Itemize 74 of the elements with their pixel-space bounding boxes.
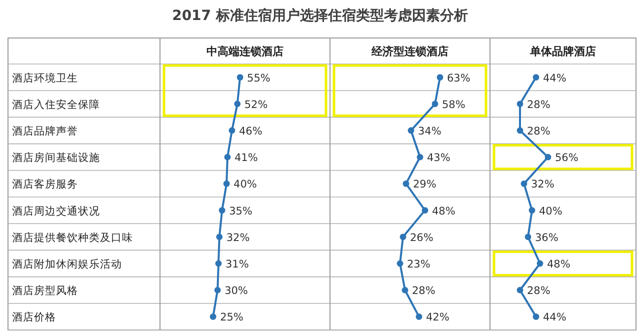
data-label: 28%: [527, 285, 550, 298]
point: [408, 127, 414, 134]
point: [216, 234, 223, 240]
data-label: 34%: [418, 126, 442, 138]
data-label: 28%: [527, 98, 550, 111]
text: 单体品牌酒店: [529, 45, 596, 58]
data-label: 29%: [413, 178, 436, 191]
y-tick-label: 酒店提供餐饮种类及口味: [12, 230, 133, 244]
data-label: 28%: [527, 126, 550, 138]
point: [402, 286, 408, 294]
data-label: 55%: [247, 72, 270, 84]
y-tick-label: 酒店周边交通状况: [12, 204, 100, 218]
point: [532, 314, 540, 320]
point: [416, 154, 424, 160]
y-tick-label: 酒店附加休闲娱乐活动: [12, 258, 122, 270]
point: [234, 100, 241, 108]
data-label: 26%: [410, 232, 434, 244]
point: [520, 180, 528, 187]
data-label: 30%: [224, 285, 248, 298]
text: 中高端连锁酒店: [206, 45, 284, 58]
y-tick-label: 酒店房间基础设施: [12, 151, 100, 164]
point: [422, 207, 428, 214]
y-tick-label: 酒店环境卫生: [12, 71, 78, 84]
data-label: 31%: [225, 258, 249, 270]
data-label: 36%: [535, 232, 558, 244]
point: [214, 286, 221, 294]
y-tick-label: 酒店房型风格: [12, 284, 78, 298]
point: [544, 154, 552, 160]
data-label: 35%: [229, 205, 252, 218]
point: [532, 74, 540, 80]
point: [436, 74, 444, 80]
data-label: 32%: [531, 178, 554, 191]
point: [400, 234, 406, 240]
point: [528, 207, 536, 214]
data-label: 28%: [412, 285, 436, 298]
data-label: 46%: [238, 126, 262, 138]
point: [223, 180, 230, 187]
point: [396, 260, 404, 267]
point: [210, 314, 216, 320]
data-label: 23%: [407, 258, 430, 270]
point: [516, 286, 524, 294]
data-label: 40%: [539, 205, 562, 218]
data-label: 58%: [442, 98, 466, 111]
text: 经济型连锁酒店: [370, 45, 448, 58]
data-label: 44%: [543, 72, 566, 84]
point: [228, 127, 236, 134]
point: [224, 154, 231, 160]
data-label: 52%: [244, 98, 268, 111]
data-label: 48%: [432, 205, 456, 218]
data-label: 42%: [426, 312, 450, 324]
point: [416, 314, 422, 320]
data-label: 56%: [555, 152, 578, 164]
data-label: 40%: [234, 178, 257, 191]
data-label: 48%: [547, 258, 570, 270]
data-label: 25%: [220, 312, 244, 324]
y-tick-label: 酒店品牌声誉: [12, 124, 78, 138]
point: [524, 234, 532, 240]
point: [402, 180, 410, 187]
y-tick-label: 酒店价格: [12, 310, 56, 324]
point: [432, 100, 438, 108]
point: [516, 127, 524, 134]
y-tick-label: 酒店入住安全保障: [12, 98, 100, 111]
point: [536, 260, 544, 267]
point: [236, 74, 244, 80]
point: [516, 100, 524, 108]
point: [218, 207, 226, 214]
y-tick-label: 酒店客房服务: [12, 178, 78, 191]
data-label: 32%: [226, 232, 250, 244]
data-label: 43%: [427, 152, 450, 164]
point: [215, 260, 222, 267]
text: 2017 标准住宿用户选择住宿类型考虑因素分析: [172, 7, 468, 24]
data-label: 41%: [234, 152, 258, 164]
data-label: 44%: [543, 312, 566, 324]
data-label: 63%: [447, 72, 470, 84]
